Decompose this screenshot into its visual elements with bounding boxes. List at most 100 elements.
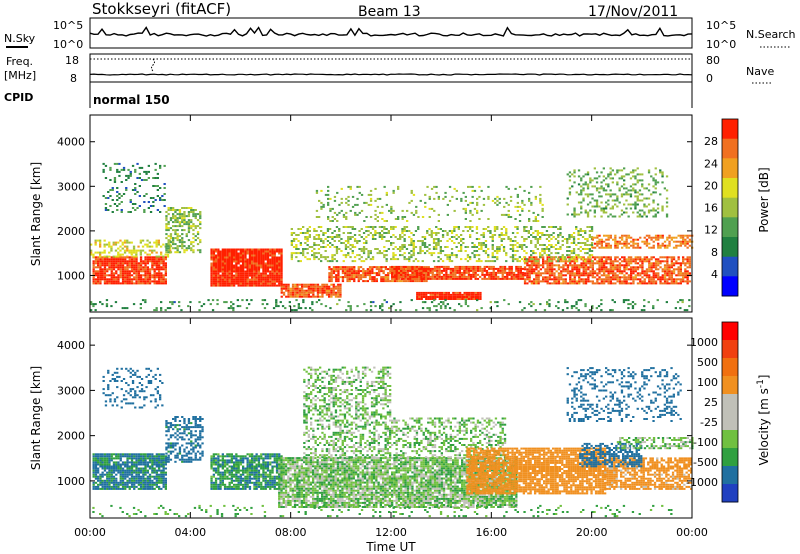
data-cell (534, 244, 537, 246)
data-cell (600, 201, 603, 204)
data-cell (264, 274, 267, 277)
data-cell (199, 213, 202, 216)
data-cell (360, 256, 363, 259)
data-cell (125, 179, 128, 181)
data-cell (115, 278, 118, 281)
data-cell (564, 262, 567, 265)
data-cell (257, 254, 261, 257)
data-cell (533, 268, 536, 271)
data-cell (187, 219, 191, 222)
data-cell (271, 266, 274, 269)
data-cell (544, 260, 547, 263)
data-cell (609, 256, 612, 259)
data-cell (262, 272, 265, 275)
data-cell (427, 269, 430, 272)
data-cell (117, 276, 120, 279)
data-cell (353, 234, 357, 236)
data-cell (160, 301, 163, 304)
data-cell (275, 268, 279, 271)
data-cell (139, 280, 143, 283)
data-cell (162, 262, 165, 265)
data-cell (657, 234, 660, 237)
data-cell (679, 274, 682, 277)
data-cell (557, 280, 561, 283)
data-cell (661, 207, 664, 210)
data-cell (331, 232, 334, 234)
data-cell (424, 269, 428, 272)
data-cell (508, 273, 511, 276)
data-cell (505, 228, 508, 230)
data-cell (568, 191, 572, 194)
data-cell (551, 272, 554, 275)
data-cell (360, 260, 363, 263)
data-cell (221, 274, 224, 277)
data-cell (663, 187, 666, 190)
data-cell (337, 289, 340, 292)
data-cell (472, 273, 475, 276)
data-cell (460, 240, 463, 242)
data-cell (641, 268, 644, 271)
data-cell (570, 256, 573, 259)
data-cell (251, 284, 254, 287)
data-cell (269, 262, 272, 265)
data-cell (587, 258, 590, 261)
data-cell (151, 256, 154, 259)
data-cell (542, 260, 545, 263)
data-cell (439, 240, 442, 242)
data-cell (571, 173, 574, 176)
data-cell (472, 298, 475, 300)
data-cell (351, 205, 355, 208)
data-cell (223, 252, 227, 255)
data-cell (520, 258, 524, 261)
data-cell (568, 175, 572, 178)
data-cell (458, 275, 461, 278)
data-cell (121, 258, 125, 261)
data-cell (153, 309, 156, 312)
data-cell (428, 234, 431, 236)
data-cell (677, 282, 680, 285)
data-cell (103, 274, 107, 277)
data-cell (113, 203, 117, 205)
data-cell (490, 273, 493, 276)
data-cell (368, 278, 372, 281)
data-cell (378, 252, 381, 255)
data-cell (345, 216, 348, 218)
data-cell (672, 240, 676, 243)
data-cell (428, 248, 431, 250)
data-cell (342, 216, 346, 218)
data-cell (353, 270, 356, 273)
data-cell (456, 267, 459, 270)
data-cell (438, 271, 441, 274)
data-cell (588, 250, 591, 252)
data-cell (575, 191, 578, 194)
data-cell (630, 278, 633, 281)
data-cell (165, 247, 168, 250)
data-cell (333, 258, 336, 261)
data-cell (339, 266, 342, 269)
data-cell (648, 278, 651, 281)
data-cell (560, 274, 563, 277)
data-cell (645, 244, 649, 247)
data-cell (388, 209, 391, 212)
data-cell (517, 273, 520, 276)
data-cell (607, 272, 610, 275)
data-cell (498, 250, 501, 252)
data-cell (223, 248, 227, 251)
data-cell (101, 258, 104, 261)
data-cell (611, 177, 614, 180)
data-cell (135, 249, 138, 252)
data-cell (429, 271, 432, 274)
data-cell (380, 268, 383, 271)
data-cell (392, 248, 395, 250)
data-cell (630, 266, 633, 269)
data-cell (616, 169, 619, 172)
data-cell (356, 197, 359, 200)
data-cell (317, 236, 321, 238)
data-cell (196, 225, 200, 228)
data-cell (612, 278, 615, 281)
data-cell (472, 296, 475, 298)
data-cell (401, 244, 404, 246)
data-cell (273, 268, 276, 271)
data-cell (153, 260, 156, 263)
data-cell (600, 262, 603, 265)
